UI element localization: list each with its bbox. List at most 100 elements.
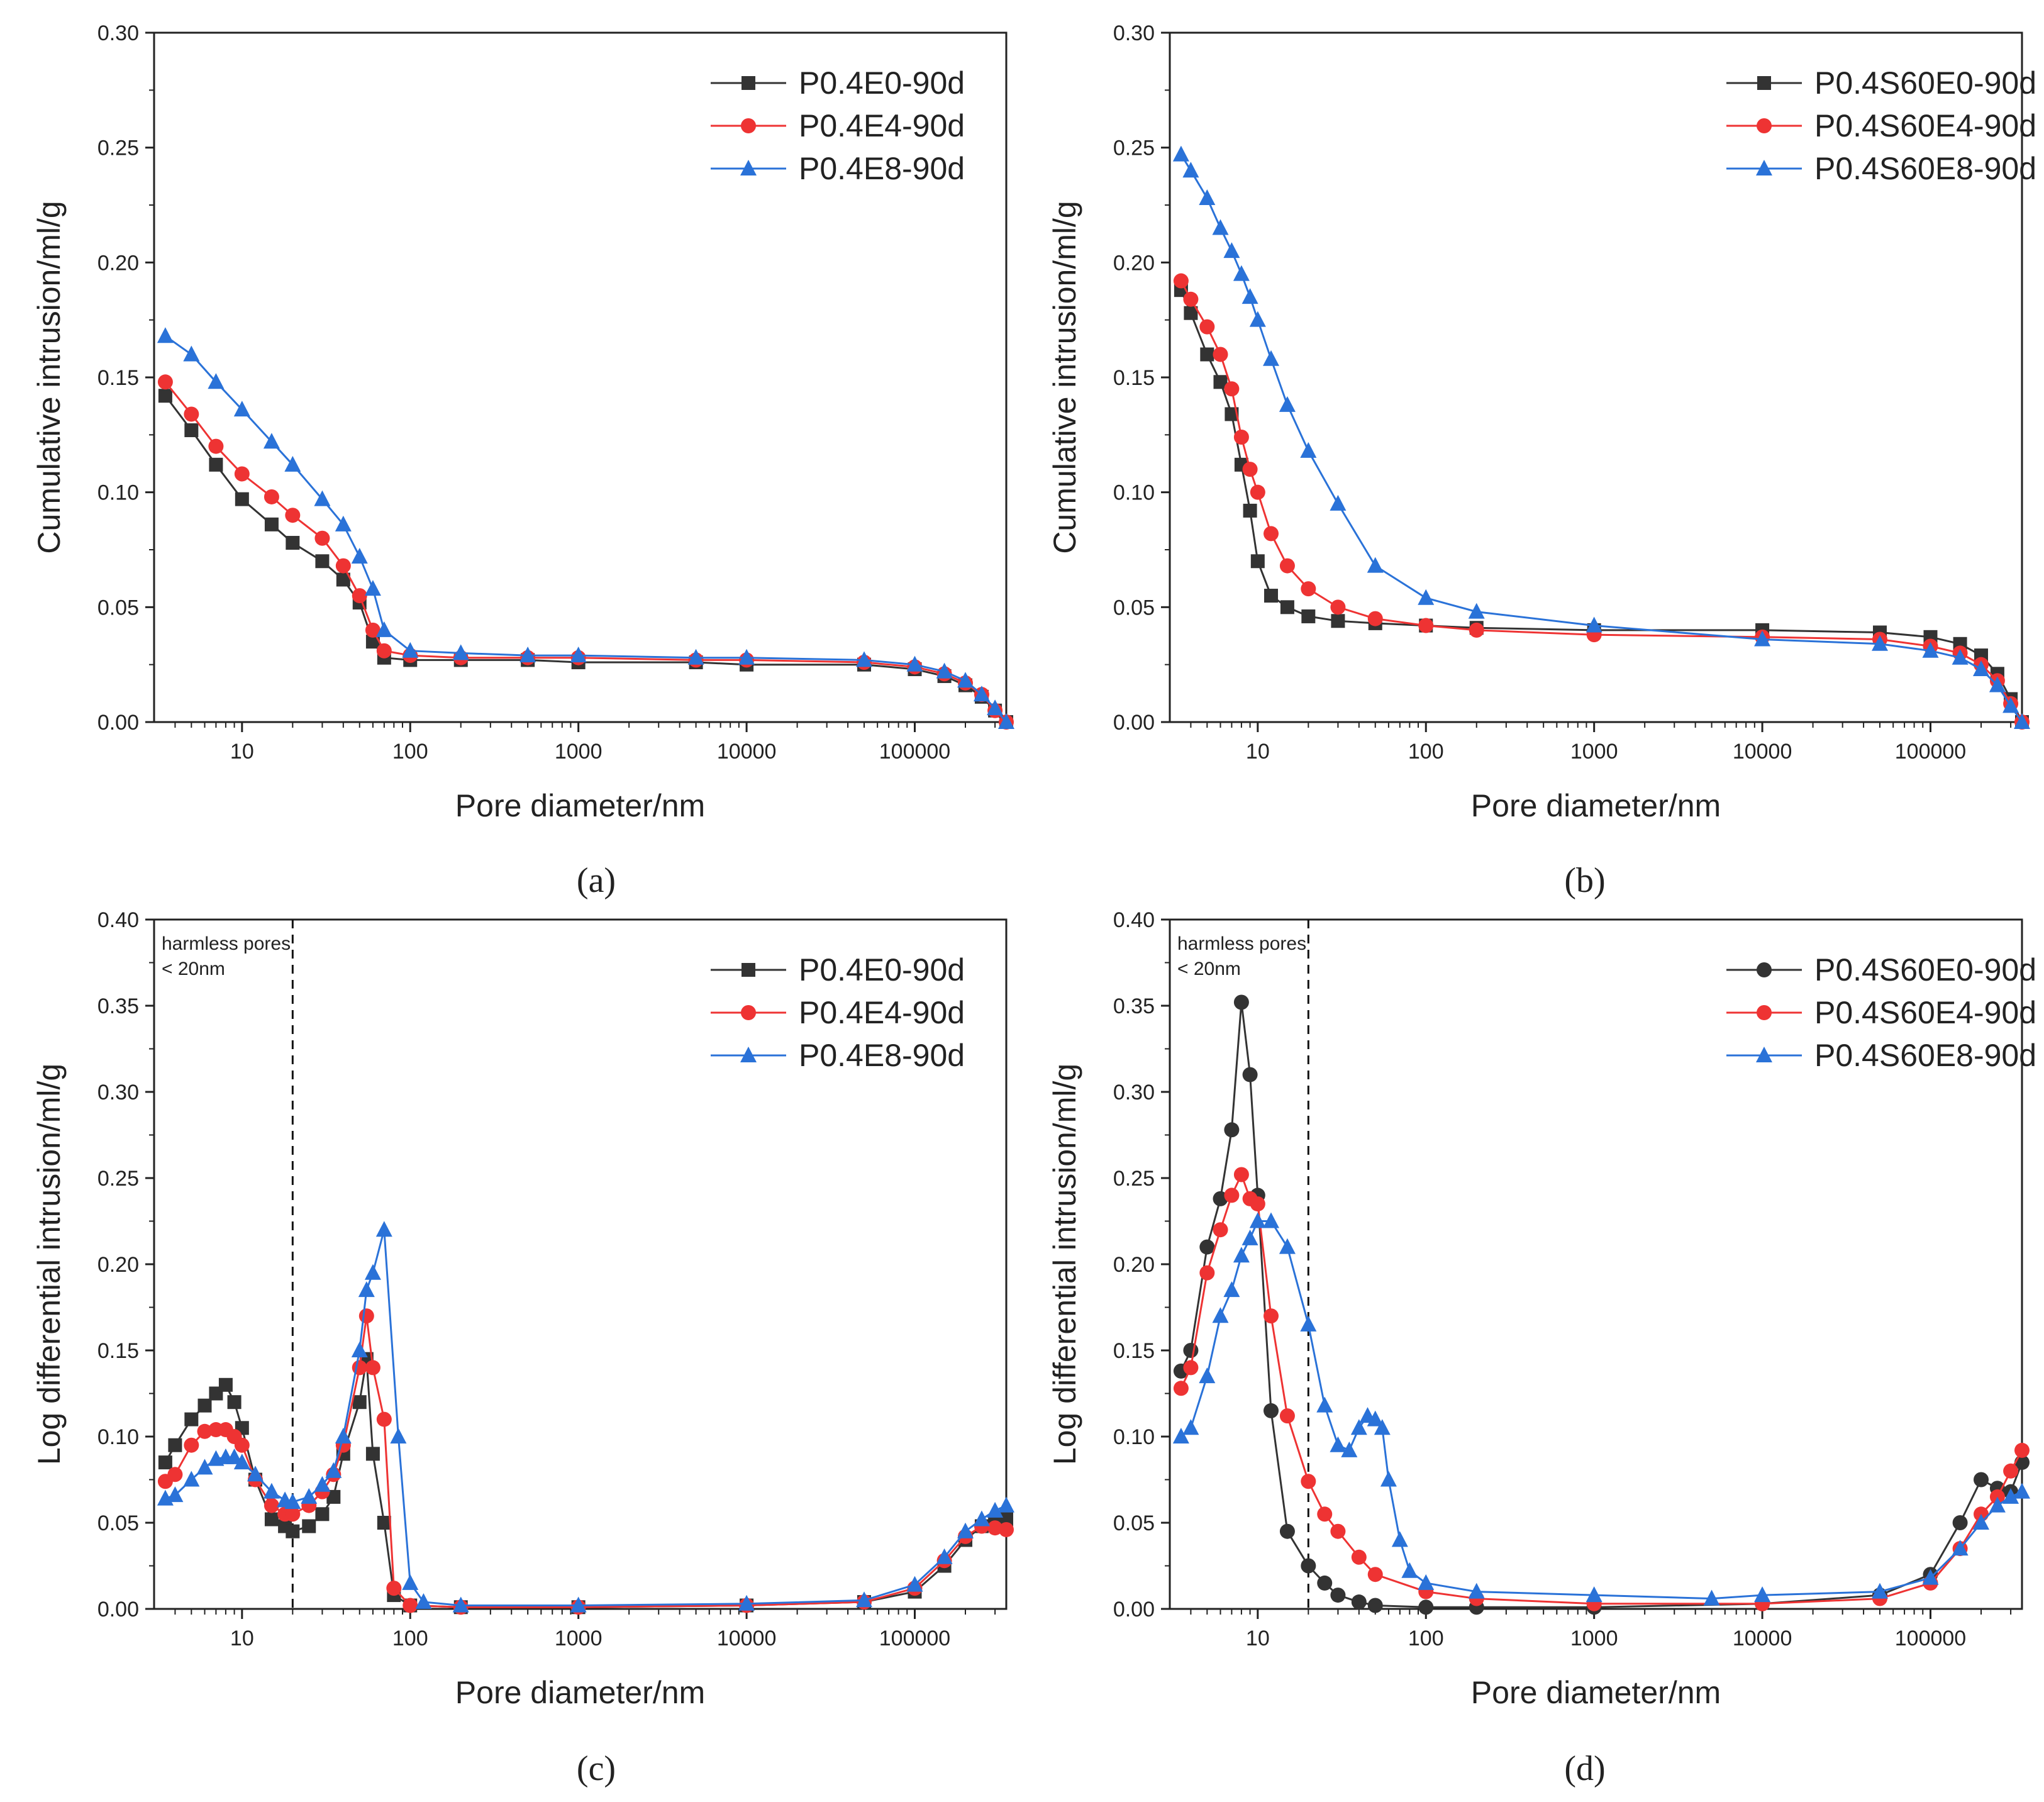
data-point xyxy=(351,547,368,564)
data-point xyxy=(2002,697,2019,713)
data-point xyxy=(452,644,469,660)
data-point xyxy=(264,1498,279,1513)
data-point xyxy=(1233,1247,1250,1263)
legend-label: P0.4S60E0-90d xyxy=(1814,65,2036,101)
data-point xyxy=(1233,429,1249,445)
data-point xyxy=(209,457,223,472)
panel-a: 0.00 0.05 0.10 0.15 0.20 0.25 0.30 10 100 1000 100… xyxy=(31,21,1014,823)
data-point xyxy=(1300,1315,1317,1332)
data-point xyxy=(335,1428,352,1443)
legend-marker xyxy=(1757,1005,1772,1020)
data-point xyxy=(570,1596,587,1613)
data-point xyxy=(936,1548,953,1564)
data-point xyxy=(358,1308,374,1324)
data-point xyxy=(1418,589,1435,605)
data-point xyxy=(1418,618,1434,633)
legend-label: P0.4S60E0-90d xyxy=(1814,952,2036,987)
data-point xyxy=(1872,635,1889,651)
legend-label: P0.4E8-90d xyxy=(799,151,965,186)
data-point xyxy=(1183,1360,1199,1376)
y-tick-label: 0.20 xyxy=(1113,251,1155,275)
data-point xyxy=(1367,1410,1384,1427)
series-line xyxy=(1180,153,2023,723)
data-point xyxy=(957,1522,974,1538)
data-point xyxy=(1872,1582,1889,1599)
data-point xyxy=(302,1519,316,1533)
data-point xyxy=(167,1486,184,1503)
data-point xyxy=(1279,558,1295,574)
data-point xyxy=(1391,1531,1408,1547)
x-axis-title: Pore diameter/nm xyxy=(455,1675,705,1710)
x-tick-label: 10 xyxy=(230,1627,254,1650)
data-point xyxy=(1469,622,1484,638)
x-tick-label: 100000 xyxy=(1895,740,1966,764)
legend-entry-p0-4e4-90d: P0.4E4-90d xyxy=(711,108,965,143)
legend-label: P0.4S60E8-90d xyxy=(1814,1038,2036,1073)
data-point xyxy=(2014,713,2030,729)
data-point xyxy=(1250,554,1265,569)
data-point xyxy=(1300,442,1317,458)
data-point xyxy=(1199,319,1215,335)
data-point xyxy=(1330,1436,1347,1452)
legend-label: P0.4E0-90d xyxy=(799,952,965,987)
data-point xyxy=(402,1574,419,1590)
data-point xyxy=(2002,1488,2019,1504)
data-point xyxy=(233,401,250,417)
series-p0-4s60e4-90d xyxy=(1173,273,2030,730)
legend-marker xyxy=(741,1005,756,1020)
x-axis-title: Pore diameter/nm xyxy=(1471,788,1721,823)
harmless-pores-label: harmless pores xyxy=(1177,933,1306,954)
data-point xyxy=(315,1507,330,1521)
x-axis-title: Pore diameter/nm xyxy=(455,788,705,823)
legend-marker xyxy=(1757,962,1772,977)
data-point xyxy=(987,1501,1004,1518)
data-point xyxy=(973,686,990,702)
series-p0-4s60e8-90d xyxy=(1172,1212,2030,1606)
data-point xyxy=(184,1412,199,1427)
legend-label: P0.4S60E8-90d xyxy=(1814,151,2036,186)
data-point xyxy=(957,672,974,688)
data-point xyxy=(168,1438,182,1452)
data-point xyxy=(1973,1514,1990,1530)
data-point xyxy=(1213,1222,1228,1238)
data-point xyxy=(314,490,331,506)
data-point xyxy=(375,1221,392,1237)
y-tick-label: 0.25 xyxy=(97,1167,139,1191)
series-p0-4e8-90d xyxy=(157,1221,1014,1613)
x-tick-label: 100 xyxy=(392,740,428,764)
y-tick-label: 0.20 xyxy=(97,1253,139,1277)
data-point xyxy=(264,489,279,504)
data-point xyxy=(1367,1598,1383,1613)
data-point xyxy=(1279,1238,1296,1254)
y-tick-label: 0.30 xyxy=(97,21,139,45)
y-axis-title: Log differential intrusion/ml/g xyxy=(31,1064,67,1465)
data-point xyxy=(1183,291,1199,307)
data-point xyxy=(158,1455,172,1470)
data-point xyxy=(1184,306,1198,320)
data-point xyxy=(335,558,351,574)
data-point xyxy=(1301,1558,1316,1574)
data-point xyxy=(1212,219,1229,235)
harmless-pores-label: harmless pores xyxy=(162,933,291,954)
data-point xyxy=(1330,1523,1346,1539)
data-point xyxy=(1754,1586,1771,1603)
data-point xyxy=(1182,1419,1199,1435)
data-point xyxy=(235,492,249,506)
series-p0-4s60e0-90d xyxy=(1173,994,2030,1615)
data-point xyxy=(936,662,953,679)
legend-label: P0.4E4-90d xyxy=(799,108,965,143)
data-point xyxy=(365,1447,380,1461)
y-tick-label: 0.35 xyxy=(1113,994,1155,1018)
series-line xyxy=(1180,1002,2023,1608)
y-tick-label: 0.15 xyxy=(97,366,139,390)
legend-label: P0.4E0-90d xyxy=(799,65,965,101)
data-point xyxy=(1264,526,1279,542)
data-point xyxy=(351,1342,368,1357)
y-tick-label: 0.25 xyxy=(97,136,139,160)
data-point xyxy=(390,1428,407,1443)
y-tick-label: 0.10 xyxy=(97,1425,139,1449)
series-line xyxy=(164,1359,1007,1608)
data-point xyxy=(184,406,199,422)
data-point xyxy=(285,508,301,523)
y-tick-label: 0.30 xyxy=(1113,1081,1155,1104)
